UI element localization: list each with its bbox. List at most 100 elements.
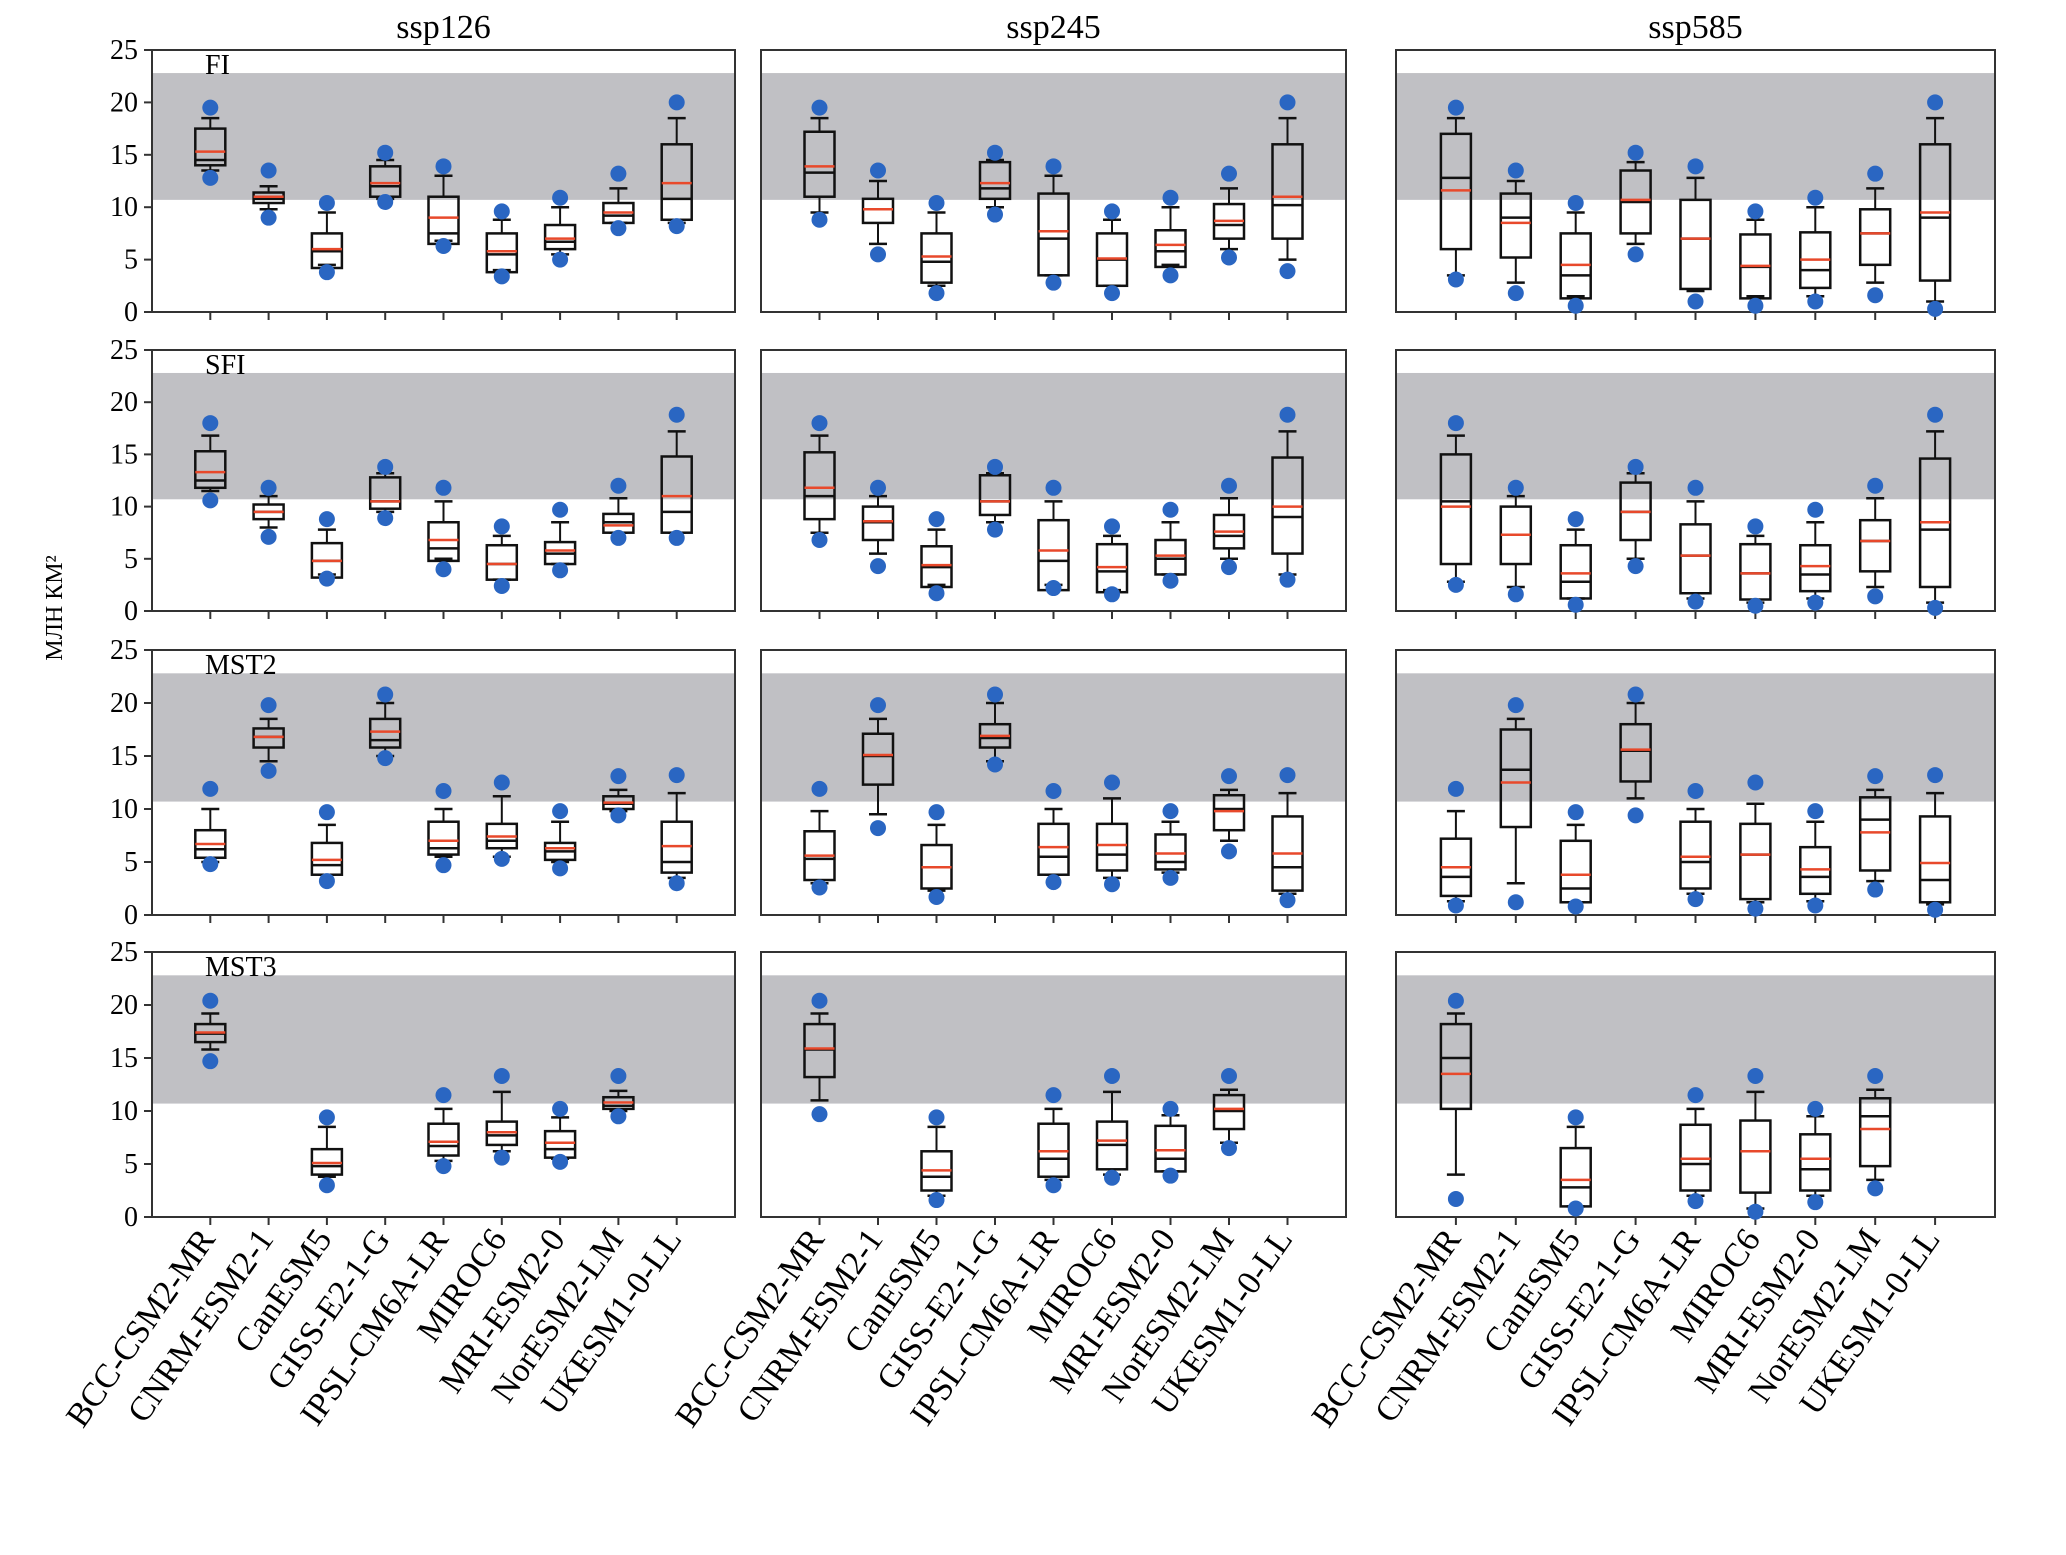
- box-CNRM-ESM2-1: [861, 479, 895, 575]
- box-BCC-CSM2-MR: [194, 992, 227, 1070]
- box-IPSL-CM6A-LR: [427, 782, 460, 874]
- max-dot: [1221, 165, 1237, 182]
- min-dot: [202, 856, 219, 873]
- min-dot: [552, 1153, 569, 1170]
- box-BCC-CSM2-MR: [803, 780, 836, 896]
- min-dot: [668, 875, 685, 892]
- min-dot: [1221, 249, 1237, 266]
- box-CNRM-ESM2-1: [252, 162, 285, 226]
- panel-mst3-ssp126: 0 5 10 15 20 25 MST3: [110, 937, 736, 1233]
- iqr-box: [543, 223, 577, 251]
- y-tick-label: 10: [110, 192, 138, 223]
- max-dot: [1045, 158, 1062, 175]
- max-dot: [987, 458, 1003, 475]
- min-dot: [493, 268, 510, 285]
- min-dot: [435, 237, 452, 254]
- min-dot: [260, 209, 277, 226]
- box-GISS-E2-1-G: [1619, 686, 1652, 824]
- box-CanESM5: [920, 1109, 953, 1209]
- iqr-box: [1154, 1124, 1187, 1173]
- y-tick-label: 20: [110, 688, 138, 719]
- y-tick-label: 0: [124, 297, 138, 328]
- min-dot: [435, 857, 452, 874]
- min-dot: [610, 1108, 627, 1125]
- box-UKESM1-0-LL: [1271, 94, 1304, 280]
- box-MRI-ESM2-0: [1799, 189, 1832, 310]
- max-dot: [1627, 458, 1644, 475]
- box-UKESM1-0-LL: [660, 767, 693, 892]
- max-dot: [1507, 697, 1524, 714]
- min-dot: [1162, 1167, 1179, 1184]
- panel-fi-ssp126: 0 5 10 15 20 25 FI: [110, 35, 736, 328]
- min-dot: [1447, 576, 1464, 593]
- y-tick-label: 10: [110, 1096, 138, 1127]
- panel-sfi-ssp585: [1395, 349, 1996, 619]
- max-dot: [1687, 1087, 1704, 1104]
- max-dot: [1221, 1068, 1237, 1085]
- max-dot: [202, 780, 219, 797]
- y-tick-label: 5: [124, 1149, 138, 1180]
- panel-sfi-ssp126: 0 5 10 15 20 25 SFI: [110, 335, 736, 627]
- y-tick-label: 20: [110, 990, 138, 1021]
- min-dot: [1747, 597, 1764, 614]
- iqr-box: [1858, 796, 1892, 872]
- box-NorESM2-LM: [1858, 165, 1892, 304]
- box-BCC-CSM2-MR: [1439, 415, 1473, 593]
- box-IPSL-CM6A-LR: [427, 158, 460, 254]
- max-dot: [1162, 1100, 1179, 1117]
- min-dot: [202, 1053, 219, 1070]
- max-dot: [1747, 203, 1764, 220]
- box-NorESM2-LM: [1212, 477, 1246, 576]
- y-tick-label: 0: [124, 1202, 138, 1233]
- box-GISS-E2-1-G: [1619, 458, 1652, 575]
- max-dot: [870, 162, 886, 179]
- iqr-box: [485, 543, 519, 581]
- iqr-box: [1271, 143, 1304, 240]
- min-dot: [1567, 596, 1584, 613]
- max-dot: [1867, 1068, 1884, 1085]
- box-NorESM2-LM: [1858, 477, 1892, 605]
- panel-mst3-ssp245: [760, 951, 1347, 1225]
- max-dot: [1447, 99, 1464, 116]
- min-dot: [668, 529, 685, 546]
- box-GISS-E2-1-G: [978, 144, 1012, 223]
- box-BCC-CSM2-MR: [194, 99, 227, 186]
- box-MRI-ESM2-0: [1154, 803, 1187, 886]
- box-BCC-CSM2-MR: [803, 415, 836, 549]
- box-MIROC6: [1739, 518, 1772, 614]
- max-dot: [870, 479, 886, 496]
- max-dot: [1807, 189, 1824, 206]
- y-tick-label: 25: [110, 35, 138, 66]
- box-MIROC6: [1095, 1068, 1129, 1186]
- box-MRI-ESM2-0: [543, 803, 577, 877]
- max-dot: [928, 1109, 945, 1126]
- min-dot: [552, 860, 569, 877]
- min-dot: [260, 528, 277, 545]
- iqr-box: [803, 451, 836, 521]
- y-tick-label: 15: [110, 1043, 138, 1074]
- panel-mst2-ssp245: [760, 649, 1347, 923]
- max-dot: [668, 767, 685, 784]
- iqr-box: [1154, 538, 1187, 576]
- iqr-box: [1037, 518, 1070, 592]
- box-CanESM5: [310, 511, 344, 587]
- min-dot: [1567, 1200, 1584, 1217]
- observed-range-band: [761, 673, 1346, 802]
- iqr-box: [1619, 722, 1652, 783]
- iqr-box: [427, 195, 460, 246]
- max-dot: [1867, 165, 1884, 182]
- min-dot: [1867, 287, 1884, 304]
- box-UKESM1-0-LL: [1271, 406, 1304, 588]
- min-dot: [928, 585, 945, 602]
- max-dot: [1045, 479, 1062, 496]
- box-IPSL-CM6A-LR: [1679, 479, 1712, 610]
- min-dot: [1807, 1194, 1824, 1211]
- box-MIROC6: [1095, 203, 1129, 302]
- y-tick-label: 10: [110, 492, 138, 523]
- box-NorESM2-LM: [602, 1068, 635, 1125]
- min-dot: [1104, 285, 1120, 302]
- max-dot: [811, 415, 828, 432]
- observed-range-band: [761, 975, 1346, 1104]
- min-dot: [318, 570, 335, 587]
